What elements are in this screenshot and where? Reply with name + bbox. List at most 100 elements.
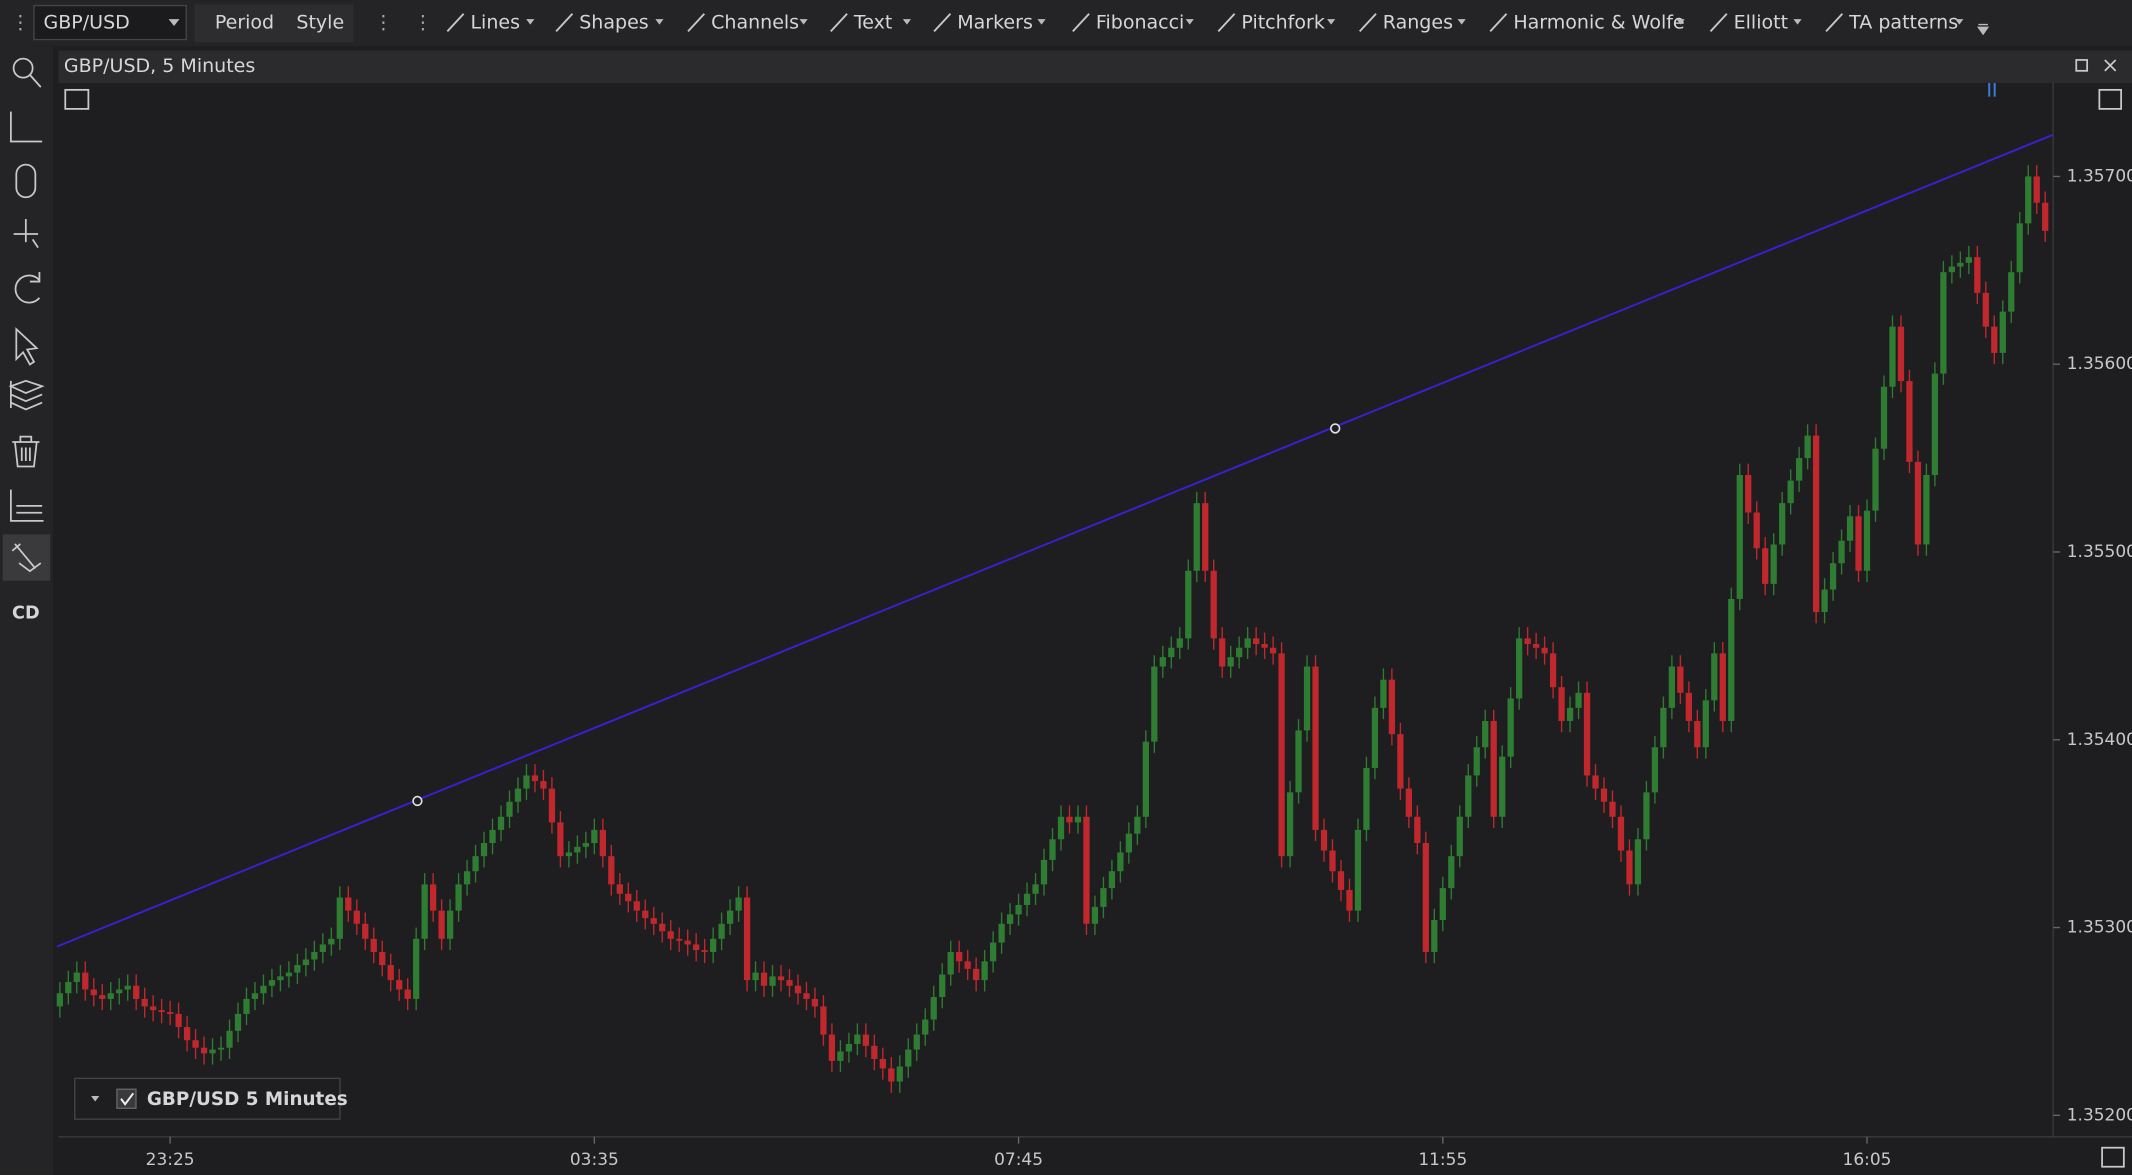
tool-button[interactable]: Markers <box>957 12 1033 34</box>
dropdown-arrow[interactable] <box>168 19 180 26</box>
tool-button[interactable]: Channels <box>711 12 799 34</box>
search-icon[interactable] <box>12 57 34 79</box>
tool-button[interactable]: Pitchfork <box>1241 12 1324 34</box>
candle-body <box>345 897 352 911</box>
tool-dropdown[interactable] <box>1037 19 1046 25</box>
candle-body <box>888 1068 895 1082</box>
panel-toggle[interactable] <box>2101 1146 2125 1168</box>
candle-body <box>56 993 63 1007</box>
candle-body <box>667 931 674 939</box>
panel-toggle[interactable] <box>64 88 90 110</box>
tool-icon[interactable] <box>555 13 574 33</box>
candle-body <box>1439 888 1446 921</box>
legend-check[interactable] <box>120 1092 135 1106</box>
trendline-handle[interactable] <box>1330 423 1341 434</box>
tool-button[interactable]: Fibonacci <box>1096 12 1184 34</box>
candle-body <box>1040 859 1048 885</box>
tool-icon[interactable] <box>1825 13 1844 33</box>
tool-button[interactable]: Harmonic & Wolfe <box>1513 12 1684 34</box>
tool-button[interactable]: Ranges <box>1383 12 1453 34</box>
toolbar-button[interactable]: Style <box>296 12 344 34</box>
candle-body <box>1779 503 1786 545</box>
x-tick-label: 23:25 <box>146 1150 195 1170</box>
candle-body <box>1889 326 1896 387</box>
candle-body <box>243 998 250 1014</box>
scale-icon[interactable] <box>9 489 44 522</box>
tool-button[interactable]: Shapes <box>579 12 648 34</box>
candle-body <box>1600 788 1608 802</box>
search-icon[interactable] <box>29 74 42 88</box>
tool-icon[interactable] <box>1709 13 1728 33</box>
candle-body <box>1032 884 1039 894</box>
tool-dropdown[interactable] <box>1327 19 1336 25</box>
sidebar-label[interactable]: CD <box>12 603 40 623</box>
tool-dropdown[interactable] <box>526 19 535 25</box>
tool-icon[interactable] <box>933 13 952 33</box>
maximize-button[interactable] <box>2075 59 2089 72</box>
tool-dropdown[interactable] <box>1676 19 1685 25</box>
legend-checkbox[interactable] <box>116 1088 137 1109</box>
candle-body <box>947 951 954 975</box>
candle-body <box>1583 692 1591 776</box>
candle-body <box>1100 888 1107 907</box>
candle-body <box>1558 687 1565 721</box>
tool-dropdown[interactable] <box>1793 19 1802 25</box>
refresh-icon[interactable] <box>14 272 41 304</box>
cursor-icon[interactable] <box>15 327 39 366</box>
tool-dropdown[interactable] <box>1955 19 1964 25</box>
candle-body <box>1337 871 1345 890</box>
tool-icon[interactable] <box>830 13 848 33</box>
candle-body <box>183 1027 191 1041</box>
tool-button[interactable]: TA patterns <box>1848 12 1958 34</box>
candle-body <box>973 968 980 981</box>
candle-body <box>99 995 106 999</box>
tool-icon[interactable] <box>1217 13 1236 33</box>
tool-icon[interactable] <box>687 13 706 33</box>
panel-toggle[interactable] <box>2098 88 2123 110</box>
legend-collapse[interactable] <box>91 1096 100 1102</box>
candle-body <box>1499 756 1506 817</box>
grip: ⋮ <box>374 12 393 34</box>
tool-dropdown[interactable] <box>1457 19 1466 25</box>
candle-body <box>1609 801 1616 817</box>
candle-body <box>718 923 725 939</box>
tool-button[interactable]: Elliott <box>1734 12 1788 34</box>
tool-button[interactable]: Lines <box>470 12 520 34</box>
trash-icon[interactable] <box>12 435 40 468</box>
trendline-handle[interactable] <box>412 795 423 807</box>
hand-icon[interactable] <box>11 543 42 573</box>
tool-icon[interactable] <box>1358 13 1377 33</box>
tool-dropdown[interactable] <box>655 19 664 25</box>
candle-body <box>726 910 734 924</box>
tool-button[interactable]: Text <box>853 12 892 34</box>
candle-body <box>1074 816 1082 823</box>
axis-icon[interactable] <box>9 111 43 143</box>
symbol-select[interactable] <box>33 4 187 41</box>
candle-body <box>133 985 140 999</box>
candle-body <box>1303 666 1311 731</box>
candle-body <box>277 976 284 981</box>
tool-icon[interactable] <box>1489 13 1508 33</box>
candle-body <box>1796 458 1803 481</box>
symbol[interactable]: GBP/USD <box>44 12 130 34</box>
candle-body <box>1219 638 1226 667</box>
x-tick-label: 07:45 <box>994 1150 1043 1170</box>
close-button[interactable] <box>2104 59 2117 72</box>
trendline[interactable] <box>56 133 2054 948</box>
toolbar-button[interactable]: Period <box>215 12 274 34</box>
candle-body <box>1015 905 1022 915</box>
tool-dropdown[interactable] <box>902 19 911 25</box>
candle-body <box>1711 653 1718 701</box>
tool-icon[interactable] <box>446 13 465 33</box>
candle-body <box>328 938 335 945</box>
candle-body <box>1320 829 1328 851</box>
candle-body <box>913 1034 920 1050</box>
overflow-arrow[interactable] <box>1977 23 1990 36</box>
tool-dropdown[interactable] <box>1185 19 1194 25</box>
tool-icon[interactable] <box>1072 13 1090 33</box>
mouse-icon[interactable] <box>15 163 37 199</box>
layers-icon[interactable] <box>8 379 45 411</box>
pan-icon[interactable] <box>13 219 39 249</box>
tool-dropdown[interactable] <box>799 19 808 25</box>
candle-body <box>413 938 420 999</box>
